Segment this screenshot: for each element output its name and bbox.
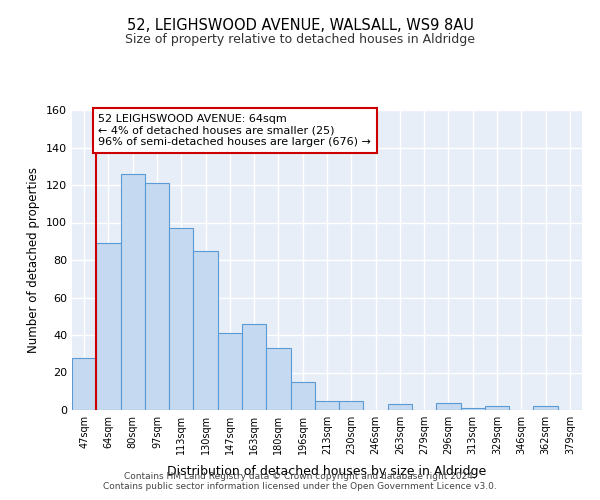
Bar (388, 404, 412, 410)
Text: Contains HM Land Registry data © Crown copyright and database right 2024.: Contains HM Land Registry data © Crown c… (124, 472, 476, 481)
Bar (461, 408, 485, 410)
Text: 52 LEIGHSWOOD AVENUE: 64sqm
← 4% of detached houses are smaller (25)
96% of semi: 52 LEIGHSWOOD AVENUE: 64sqm ← 4% of deta… (98, 114, 371, 147)
Bar (96, 243, 121, 410)
Bar (121, 174, 145, 410)
Bar (485, 406, 509, 410)
Bar (218, 333, 242, 410)
Bar (72, 358, 96, 410)
Bar (266, 348, 290, 410)
Bar (169, 228, 193, 410)
Text: Size of property relative to detached houses in Aldridge: Size of property relative to detached ho… (125, 32, 475, 46)
Text: Contains public sector information licensed under the Open Government Licence v3: Contains public sector information licen… (103, 482, 497, 491)
Bar (145, 183, 169, 410)
Bar (533, 406, 558, 410)
X-axis label: Distribution of detached houses by size in Aldridge: Distribution of detached houses by size … (167, 466, 487, 478)
Bar (436, 402, 461, 410)
Bar (339, 400, 364, 410)
Bar (242, 324, 266, 410)
Y-axis label: Number of detached properties: Number of detached properties (28, 167, 40, 353)
Bar (290, 382, 315, 410)
Text: 52, LEIGHSWOOD AVENUE, WALSALL, WS9 8AU: 52, LEIGHSWOOD AVENUE, WALSALL, WS9 8AU (127, 18, 473, 32)
Bar (315, 400, 339, 410)
Bar (193, 250, 218, 410)
